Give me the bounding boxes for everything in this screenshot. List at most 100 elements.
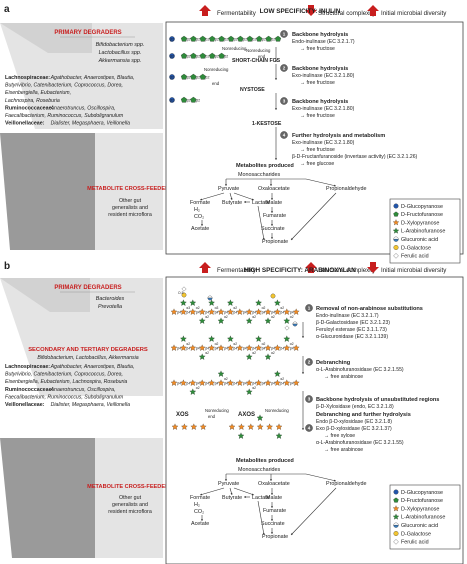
step-number: 2 xyxy=(308,360,311,365)
bacterial-genera: Anaerotruncus, Oscillospira, xyxy=(50,387,116,393)
xylose-unit xyxy=(189,379,197,386)
bond-label: β4 xyxy=(243,347,247,351)
primary-degrader-genus: Lactobacillus spp. xyxy=(99,50,142,56)
nonreducing-end-label: Nonreducing xyxy=(265,408,289,413)
step-number: 4 xyxy=(308,426,311,431)
bond-label: β2 xyxy=(205,55,209,59)
bond-label: β2 xyxy=(170,99,174,103)
cross-feeders-text: Other gut xyxy=(119,198,142,204)
propionaldehyde: Propionaldehyde xyxy=(326,186,366,192)
bond-label: β4 xyxy=(224,311,228,315)
carbon-dioxide: CO₂ xyxy=(194,509,204,515)
enzyme: Exo β-D-xylosidase (EC 3.2.1.37) xyxy=(316,426,392,432)
bond-label: β2 xyxy=(234,38,238,42)
xylose-unit xyxy=(198,308,206,315)
bond-label: β4 xyxy=(252,382,256,386)
primary-degraders-wedge xyxy=(0,278,90,312)
arrow-head xyxy=(262,532,265,535)
step-title: Further hydrolysis and metabolism xyxy=(292,133,385,139)
xylose-unit xyxy=(189,308,197,315)
ferulic-acid-unit xyxy=(284,325,290,331)
formate: Formate xyxy=(190,495,210,501)
bond-label: α2 xyxy=(252,351,256,355)
bond-label: α2 xyxy=(262,342,266,346)
bond-label: α2 xyxy=(252,386,256,390)
xylose-unit xyxy=(198,379,206,386)
bond-label: β2 xyxy=(196,38,200,42)
connector-line xyxy=(290,487,337,536)
connector-line xyxy=(199,487,225,496)
legend-box xyxy=(389,198,461,264)
ferulic-acid-icon xyxy=(393,539,399,545)
step-number: 3 xyxy=(283,99,286,104)
arrow-head xyxy=(201,519,203,521)
product: → free arabinose xyxy=(324,374,363,380)
arrow-head xyxy=(275,158,277,160)
galactose-icon xyxy=(393,531,399,536)
step-title: Debranching and further hydrolysis xyxy=(316,412,411,418)
legend-label: D-Galactose xyxy=(401,531,431,537)
xylose-unit xyxy=(292,308,300,315)
bond-label: β2 xyxy=(170,55,174,59)
legend-label: D-Xylopyranose xyxy=(401,506,439,512)
arabinose-branch xyxy=(208,335,215,342)
fructose-unit xyxy=(246,35,253,42)
arabinose-branch xyxy=(245,317,253,324)
bacterial-genera: Butyrivibrio, Catenibacterium, Coprococc… xyxy=(5,83,123,89)
arrow-head xyxy=(275,60,277,62)
panel-label: b xyxy=(4,261,10,272)
xylose-unit xyxy=(227,308,234,315)
bacterial-genera: Butyrivibrio, Catenibacterium, Coprococc… xyxy=(5,372,123,378)
ferulic-acid-unit xyxy=(181,286,187,292)
xylose-unit xyxy=(292,379,300,386)
legend-label: Ferulic acid xyxy=(401,254,429,260)
arabinose-branch xyxy=(237,432,245,439)
arabinose-branch xyxy=(283,317,291,324)
xylose-unit xyxy=(198,344,206,351)
step-number-badge xyxy=(305,395,313,403)
step-title: Backbone hydrolysis xyxy=(292,99,348,105)
connector-line xyxy=(257,205,265,241)
glucose-unit xyxy=(169,97,175,103)
fructose-unit xyxy=(218,52,225,59)
xylose-unit xyxy=(170,308,178,315)
cross-feeders-band xyxy=(0,133,95,250)
succinate: Succinate xyxy=(261,226,285,232)
primary-degraders-wedge xyxy=(0,23,92,53)
bond-label: β4 xyxy=(205,311,209,315)
xylose-unit xyxy=(256,423,264,430)
bacterial-genera: Faecalibacterium, Ruminococcus, Subdolig… xyxy=(5,394,124,400)
xylose-unit xyxy=(292,344,300,351)
bond-label: β4 xyxy=(262,311,266,315)
product: → free fructose xyxy=(300,46,335,52)
xos-label: XOS xyxy=(176,412,189,418)
fructofuranose-icon xyxy=(393,211,399,217)
hydrogen: H₂ xyxy=(194,502,200,508)
bacterial-genera: Anaerotruncus, Oscillospira, xyxy=(50,105,116,111)
primary-degraders-band xyxy=(0,23,163,129)
enzyme: Endo-inulinase (EC 3.2.1.7) xyxy=(292,39,355,45)
product: → free glucose xyxy=(300,161,334,167)
glucose-unit xyxy=(169,53,175,59)
enzyme: β-D-Fructanfuranoside (invertase activit… xyxy=(292,154,418,160)
arabinose-branch xyxy=(255,335,262,342)
arrow-head xyxy=(271,532,273,534)
oxaloacetate: Oxaloacetate xyxy=(258,481,290,487)
galactose-unit xyxy=(181,292,187,298)
enzyme: Endo-inulinase (EC 3.2.1.7) xyxy=(316,313,379,319)
arrow-head xyxy=(271,506,273,508)
arrow-head xyxy=(275,78,277,80)
nonreducing-end-label: end xyxy=(258,54,266,59)
bond-label: α2 xyxy=(224,315,228,319)
bacterial-genera: Faecalibacterium, Ruminococcus, Subdolig… xyxy=(5,113,124,119)
xylose-unit xyxy=(266,423,273,430)
arabinose-branch xyxy=(283,335,291,342)
lactate: Lactate xyxy=(252,200,270,206)
legend-box xyxy=(389,484,461,550)
primary-degrader-genus: Bacteroides xyxy=(96,296,125,302)
bacterial-family: Veillonellaceae: xyxy=(5,402,45,408)
secondary-degraders-title: SECONDARY AND TERTIARY DEGRADERS xyxy=(28,347,148,353)
arrow-head xyxy=(251,493,254,496)
bond-label: β4 xyxy=(290,382,294,386)
bond-label: α2 xyxy=(262,306,266,310)
